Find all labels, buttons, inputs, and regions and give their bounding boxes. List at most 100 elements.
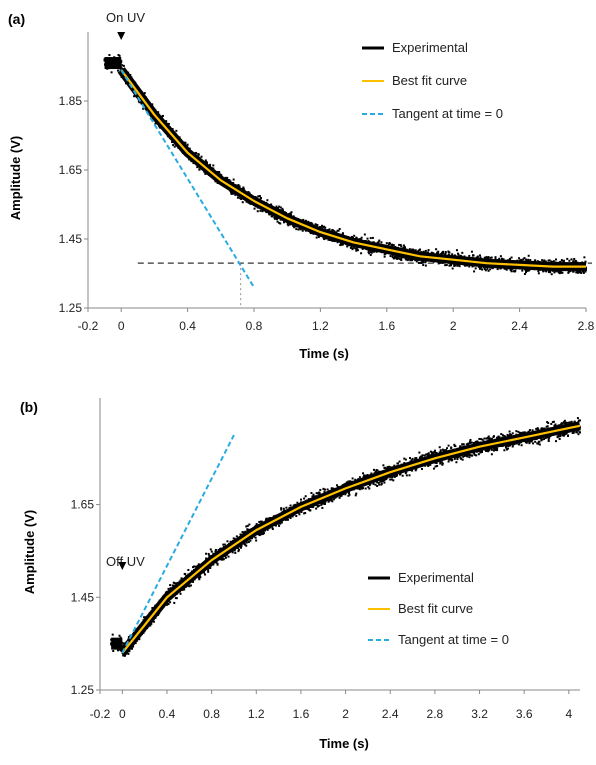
experimental-point [402,244,405,247]
experimental-point [154,122,157,125]
experimental-point [487,435,490,438]
experimental-point [328,499,331,502]
experimental-point [474,267,477,270]
experimental-point [226,176,229,179]
experimental-point [171,584,174,587]
experimental-point [465,454,468,457]
experimental-point [420,455,423,458]
experimental-point [456,458,459,461]
experimental-point [340,494,343,497]
experimental-point [417,249,420,252]
experimental-point [199,576,202,579]
experimental-point [197,576,200,579]
experimental-point [355,249,358,252]
experimental-point [435,462,438,465]
experimental-point [354,247,357,250]
experimental-point [372,482,375,485]
experimental-point [321,502,324,505]
experimental-point [127,652,130,655]
experimental-point [279,206,282,209]
experimental-point [378,483,381,486]
experimental-point [377,240,380,243]
experimental-point [435,248,438,251]
y-tick-label: 1.65 [59,163,83,177]
experimental-point [198,578,201,581]
experimental-point [521,269,524,272]
experimental-point [304,219,307,222]
experimental-point [172,144,175,147]
experimental-point [286,223,289,226]
experimental-point [303,512,306,515]
x-tick-label: 4 [565,707,572,721]
experimental-point [518,257,521,260]
experimental-point [490,453,493,456]
experimental-point [466,455,469,458]
experimental-point [460,457,463,460]
experimental-point [260,532,263,535]
experimental-point [415,457,418,460]
experimental-point [398,460,401,463]
experimental-point [510,270,513,273]
experimental-point [498,257,501,260]
experimental-point [175,582,178,585]
experimental-point [329,239,332,242]
experimental-point [118,634,121,637]
experimental-point [380,482,383,485]
experimental-point [289,504,292,507]
experimental-point [405,257,408,260]
experimental-point [476,255,479,258]
experimental-point [222,543,225,546]
experimental-point [424,264,427,267]
experimental-point [166,603,169,606]
experimental-point [404,458,407,461]
panel-a-xlabel: Time (s) [299,346,349,361]
experimental-point [183,588,186,591]
experimental-point [332,498,335,501]
experimental-point [121,67,124,70]
experimental-point [301,229,304,232]
experimental-point [335,484,338,487]
experimental-point [324,226,327,229]
experimental-point [408,474,411,477]
experimental-point [241,531,244,534]
experimental-point [389,255,392,258]
experimental-point [347,491,350,494]
y-tick-label: 1.25 [71,683,95,697]
experimental-point [373,468,376,471]
x-tick-label: 1.6 [378,319,395,333]
experimental-point [246,524,249,527]
experimental-point [258,534,261,537]
experimental-point [341,232,344,235]
experimental-point [278,221,281,224]
experimental-point [525,271,528,274]
experimental-point [218,171,221,174]
experimental-point [425,453,428,456]
experimental-point [374,483,377,486]
experimental-point [186,584,189,587]
experimental-point [522,258,525,261]
experimental-point [489,438,492,441]
experimental-point [322,487,325,490]
experimental-point [393,255,396,258]
experimental-point [172,581,175,584]
experimental-point [266,528,269,531]
experimental-point [503,267,506,270]
experimental-point [236,547,239,550]
experimental-point [383,481,386,484]
experimental-point [304,511,307,514]
legend-item-label: Experimental [392,40,468,55]
experimental-point [389,242,392,245]
experimental-point [369,251,372,254]
experimental-point [237,550,240,553]
experimental-point [204,172,207,175]
experimental-point [481,268,484,271]
experimental-point [500,257,503,260]
experimental-point [117,54,120,57]
experimental-point [380,241,383,244]
experimental-point [449,262,452,265]
experimental-point [572,260,575,263]
experimental-point [171,141,174,144]
x-tick-label: 3.6 [516,707,533,721]
experimental-point [295,515,298,518]
experimental-point [493,448,496,451]
